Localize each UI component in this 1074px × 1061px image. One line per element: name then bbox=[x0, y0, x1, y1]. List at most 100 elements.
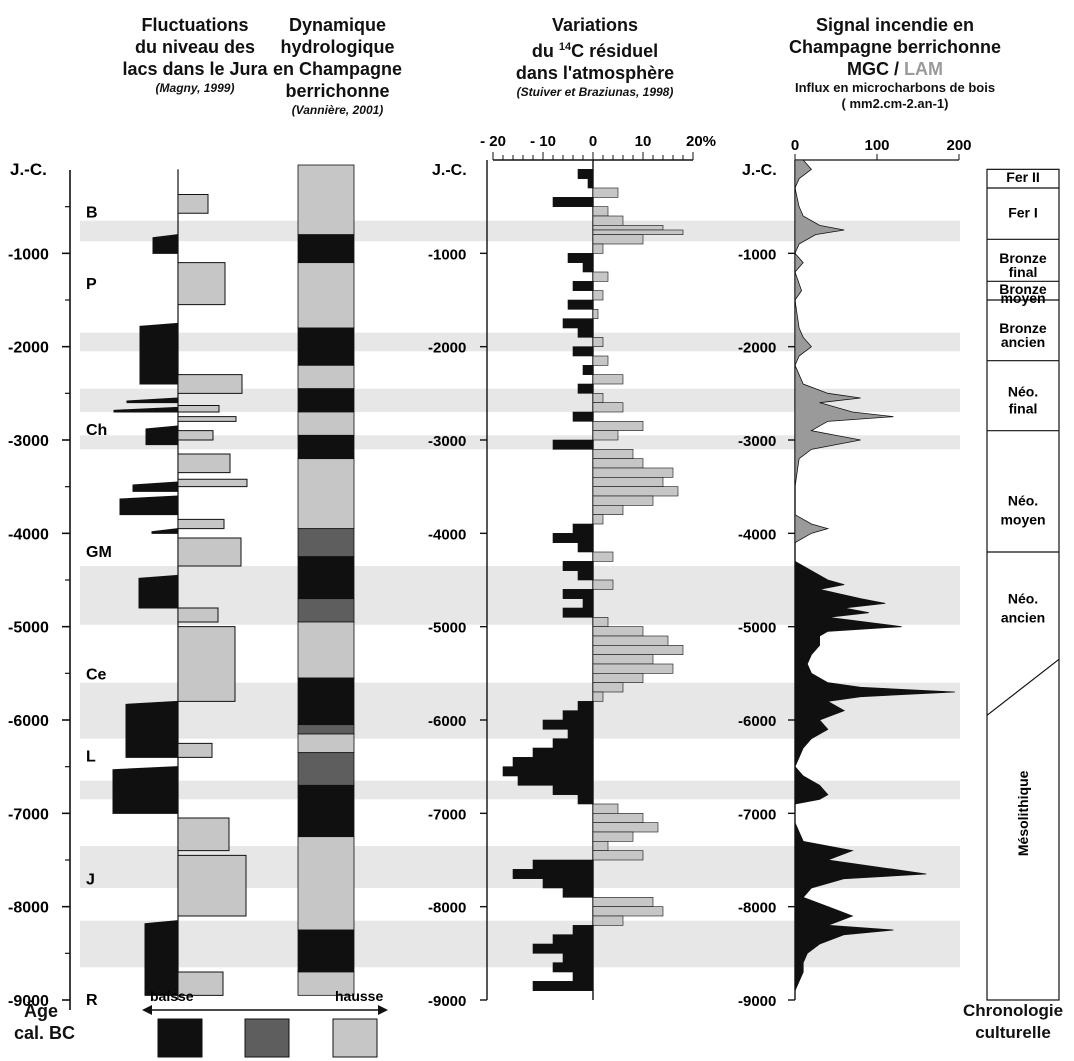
fire-age-tick-label: -2000 bbox=[738, 340, 776, 357]
phase-labels: B P Ch GM Ce L J R bbox=[86, 204, 112, 1009]
c14-value-bar bbox=[512, 757, 594, 767]
c14-axis-origin: J.-C. bbox=[432, 162, 467, 179]
c14-value-bar bbox=[572, 281, 594, 291]
c14-value-bar bbox=[592, 206, 609, 217]
c14-value-bar bbox=[592, 579, 614, 590]
lake-low-phase-5 bbox=[132, 481, 179, 492]
culture-period-label: Bronze bbox=[999, 250, 1047, 266]
c14-value-bar bbox=[592, 915, 624, 926]
c14-value-bar bbox=[542, 878, 594, 889]
culture-period-label: moyen bbox=[1000, 290, 1045, 306]
phase-label-p: P bbox=[86, 276, 97, 293]
fire-x-tick-label: 0 bbox=[791, 137, 799, 154]
c14-value-bar bbox=[592, 290, 604, 301]
fire-signal-column: 0 100 200 J.-C. -1000 -2000 -3000 -4000 -5000 -60… bbox=[738, 137, 972, 1010]
hydro-title-line-1: Dynamique bbox=[288, 15, 387, 35]
c14-title-suffix: C résiduel bbox=[571, 41, 659, 61]
lake-low-phase-6 bbox=[119, 495, 179, 516]
c14-value-bar bbox=[532, 747, 594, 758]
c14-value-bar bbox=[592, 803, 619, 814]
c14-value-bar bbox=[572, 523, 594, 534]
age-axis-title-line-2: cal. BC bbox=[14, 1023, 76, 1043]
hydro-segment-dark bbox=[297, 929, 355, 973]
c14-value-bar bbox=[592, 822, 659, 833]
c14-value-bar bbox=[552, 439, 594, 450]
c14-x-tick-label: - 20 bbox=[480, 133, 506, 150]
culture-period-label: Fer I bbox=[1008, 204, 1038, 220]
lake-low-phase-4 bbox=[145, 425, 179, 446]
culture-period-label: final bbox=[1009, 264, 1038, 280]
lakes-title-line-1: Fluctuations bbox=[141, 15, 249, 35]
c14-value-bar bbox=[592, 449, 634, 459]
c14-value-bar bbox=[592, 514, 604, 525]
c14-value-bar bbox=[592, 243, 604, 254]
lake-low-phase-7 bbox=[151, 528, 179, 534]
hydro-segment-dark bbox=[297, 388, 355, 413]
c14-value-bar bbox=[592, 486, 679, 497]
c14-value-bar bbox=[577, 169, 594, 179]
fire-title-line-1: Signal incendie en bbox=[815, 15, 975, 35]
c14-value-bar bbox=[552, 934, 594, 945]
c14-value-bar bbox=[592, 309, 599, 319]
c14-value-bar bbox=[592, 402, 624, 413]
hydro-segment-medium bbox=[297, 724, 355, 735]
fire-axis-origin: J.-C. bbox=[742, 162, 777, 179]
age-axis-title: Âge cal. BC bbox=[14, 1000, 114, 1044]
hydro-title-line-4: berrichonne bbox=[285, 81, 390, 101]
c14-value-bar bbox=[562, 710, 594, 721]
fire-x-tick-label: 100 bbox=[864, 137, 889, 154]
lake-high-phase-4 bbox=[177, 416, 237, 422]
lake-low-phase-2 bbox=[126, 397, 179, 404]
fire-age-tick-label: -9000 bbox=[738, 993, 776, 1010]
c14-value-bar bbox=[592, 897, 654, 907]
hydro-segment-light bbox=[297, 621, 355, 679]
c14-value-bar bbox=[592, 337, 604, 347]
fire-mgc-area bbox=[794, 560, 955, 1000]
c14-value-bar bbox=[562, 887, 594, 898]
phase-label-r: R bbox=[86, 992, 98, 1009]
lakes-title-line-2: du niveau des bbox=[134, 37, 256, 57]
legend-arrow-right bbox=[378, 1005, 388, 1015]
c14-value-bar bbox=[567, 253, 594, 263]
lake-low-phase-10 bbox=[112, 766, 179, 814]
fire-lam-area bbox=[794, 159, 894, 562]
hydro-segment-light bbox=[297, 164, 355, 236]
culture-period-label: final bbox=[1009, 400, 1038, 416]
culture-period-label: Néo. bbox=[1008, 493, 1038, 509]
fire-title-line-2: Champagne berrichonne bbox=[788, 37, 1002, 57]
c14-value-bar bbox=[592, 906, 664, 917]
c14-value-bar bbox=[592, 691, 604, 702]
legend: baisse hausse bbox=[142, 988, 388, 1058]
culture-period-label: Mésolithique bbox=[1015, 770, 1031, 856]
c14-value-bar bbox=[562, 561, 594, 571]
c14-age-tick-label: -7000 bbox=[428, 806, 466, 823]
phase-label-ce: Ce bbox=[86, 666, 107, 683]
c14-value-bar bbox=[552, 785, 594, 795]
hydro-segment-dark bbox=[297, 556, 355, 600]
fire-header: Signal incendie en Champagne berrichonne… bbox=[760, 14, 1030, 112]
lakes-title-line-3: lacs dans le Jura bbox=[122, 59, 268, 79]
age-tick-label: -5000 bbox=[8, 620, 49, 637]
fire-age-tick-label: -3000 bbox=[738, 433, 776, 450]
c14-value-bar bbox=[577, 383, 594, 394]
c14-value-bar bbox=[592, 187, 619, 198]
c14-value-bar bbox=[567, 729, 594, 739]
c14-value-bar bbox=[542, 719, 594, 730]
c14-value-bar bbox=[582, 262, 594, 273]
lake-high-phase-9 bbox=[177, 537, 242, 567]
c14-value-bar bbox=[532, 943, 594, 954]
c14-value-bar bbox=[592, 477, 664, 487]
c14-value-bar bbox=[592, 271, 609, 282]
culture-title-line-2: culturelle bbox=[975, 1023, 1051, 1042]
age-tick-label: -3000 bbox=[8, 433, 49, 450]
lake-high-phase-1 bbox=[177, 262, 226, 306]
lake-low-phase-0 bbox=[152, 234, 179, 254]
c14-value-bar bbox=[592, 682, 624, 693]
c14-value-bar bbox=[562, 318, 594, 329]
culture-period-label: ancien bbox=[1001, 334, 1045, 350]
c14-value-bar bbox=[572, 971, 594, 982]
c14-age-tick-label: -6000 bbox=[428, 713, 466, 730]
legend-swatch-light bbox=[332, 1018, 378, 1058]
hydro-title-line-2: hydrologique bbox=[280, 37, 395, 57]
lake-level-column bbox=[112, 169, 248, 1000]
